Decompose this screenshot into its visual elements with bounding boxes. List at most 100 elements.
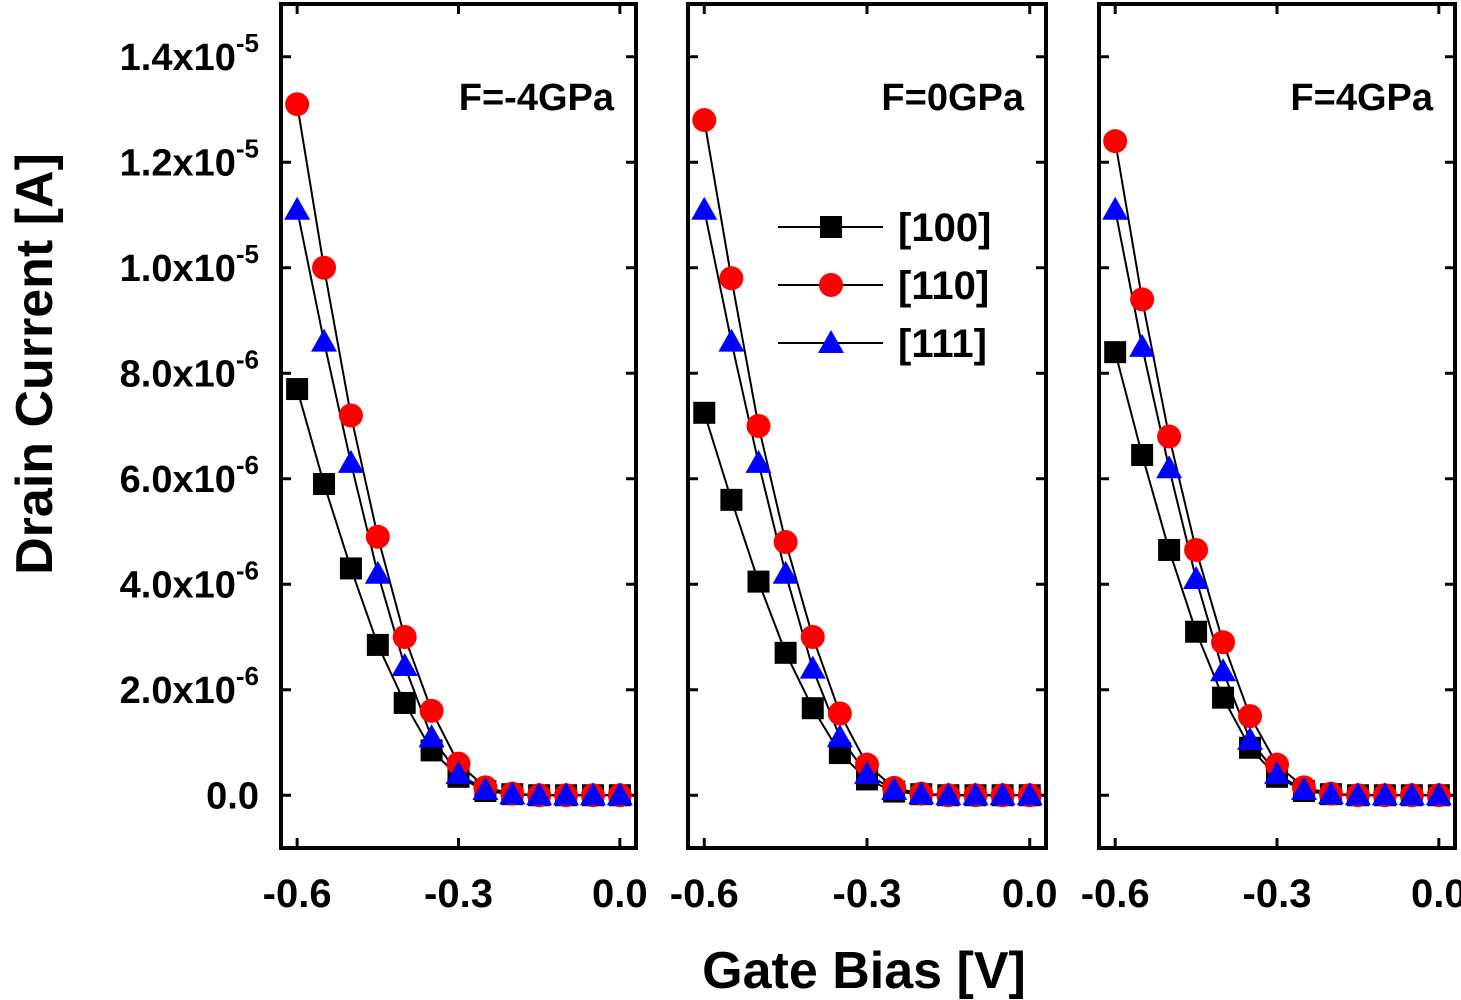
y-tick-label: 1.0x10-5 bbox=[120, 239, 259, 290]
data-point-111 bbox=[391, 653, 418, 677]
data-point-111 bbox=[1398, 782, 1425, 806]
data-point-111 bbox=[418, 724, 445, 748]
x-tick-label: -0.6 bbox=[1081, 872, 1150, 916]
data-point-111 bbox=[772, 560, 799, 584]
x-tick-label: -0.3 bbox=[833, 872, 902, 916]
data-point-111 bbox=[1237, 726, 1264, 750]
series-100-points bbox=[286, 378, 631, 807]
data-point-111 bbox=[553, 782, 580, 806]
data-point-100 bbox=[1185, 620, 1208, 643]
data-point-111 bbox=[691, 196, 718, 220]
series-111-points bbox=[284, 196, 633, 806]
data-point-100 bbox=[747, 570, 770, 593]
data-point-110 bbox=[746, 414, 771, 438]
y-tick-label: 2.0x10-6 bbox=[120, 661, 259, 712]
data-point-100 bbox=[313, 473, 336, 496]
x-tick-label: -0.3 bbox=[424, 872, 493, 916]
data-point-110 bbox=[1157, 424, 1182, 449]
series-100-points bbox=[693, 401, 1041, 807]
data-point-110 bbox=[285, 92, 310, 117]
data-point-111 bbox=[337, 449, 364, 473]
data-point-111 bbox=[1156, 455, 1183, 479]
panels: 0.0 2.0x10-6 4.0x10-6 6.0x10-6 8.0x10-6 1.0x1… bbox=[120, 2, 1461, 916]
y-tick-label: 1.4x10-5 bbox=[120, 28, 259, 79]
panel-frame bbox=[686, 2, 1048, 850]
data-point-100 bbox=[1131, 444, 1154, 467]
legend-marker-111 bbox=[818, 330, 844, 353]
data-point-111 bbox=[1344, 782, 1371, 806]
data-point-111 bbox=[908, 781, 935, 805]
data-point-100 bbox=[1158, 538, 1181, 561]
data-point-111 bbox=[1371, 782, 1398, 806]
data-point-110 bbox=[338, 403, 363, 428]
data-point-111 bbox=[1016, 782, 1043, 806]
data-point-100 bbox=[774, 641, 797, 664]
panel-3: -0.6 -0.3 0.0 F=4GPa bbox=[1081, 2, 1461, 916]
y-tick-label: 1.2x10-5 bbox=[120, 133, 259, 184]
data-point-100 bbox=[801, 697, 824, 720]
data-point-110 bbox=[1130, 287, 1155, 312]
data-point-110 bbox=[1103, 129, 1128, 154]
data-point-100 bbox=[720, 488, 743, 511]
data-point-111 bbox=[364, 560, 391, 584]
panel-annotation: F=-4GPa bbox=[459, 77, 615, 119]
data-point-111 bbox=[989, 782, 1016, 806]
data-point-111 bbox=[826, 724, 853, 748]
data-point-111 bbox=[1210, 658, 1237, 682]
series-line-111 bbox=[1114, 209, 1439, 797]
y-axis-label: Drain Current [A] bbox=[6, 153, 64, 575]
legend-marker-100 bbox=[820, 216, 842, 238]
x-tick-label: -0.6 bbox=[670, 872, 739, 916]
panel-frame bbox=[1097, 2, 1457, 850]
legend: [100] [110] [111] bbox=[778, 206, 991, 366]
data-point-110 bbox=[827, 701, 852, 726]
y-tick-label: 4.0x10-6 bbox=[120, 555, 259, 606]
data-point-110 bbox=[365, 524, 390, 549]
y-tick-label: 0.0 bbox=[206, 775, 259, 817]
data-point-100 bbox=[828, 742, 851, 765]
legend-label-110: [110] bbox=[898, 264, 989, 308]
data-point-111 bbox=[1264, 761, 1290, 785]
series-line-110 bbox=[296, 104, 620, 797]
series-111-points bbox=[1102, 196, 1452, 806]
x-axis-label: Gate Bias [V] bbox=[702, 942, 1026, 1000]
data-point-111 bbox=[1129, 333, 1156, 357]
series-line-100 bbox=[296, 388, 620, 797]
panel-1: 0.0 2.0x10-6 4.0x10-6 6.0x10-6 8.0x10-6 1.0x1… bbox=[120, 2, 648, 916]
legend-marker-110 bbox=[819, 273, 843, 297]
data-point-110 bbox=[312, 255, 337, 280]
data-point-111 bbox=[1183, 565, 1210, 589]
data-point-111 bbox=[962, 782, 989, 806]
data-point-111 bbox=[718, 328, 745, 352]
panel-frame bbox=[279, 2, 638, 850]
data-point-110 bbox=[1184, 537, 1209, 562]
data-point-111 bbox=[499, 781, 526, 805]
data-point-111 bbox=[745, 449, 772, 473]
data-point-110 bbox=[419, 698, 444, 723]
panel-annotation: F=0GPa bbox=[881, 77, 1024, 119]
data-point-111 bbox=[526, 782, 553, 806]
series-110-points bbox=[1103, 129, 1451, 808]
data-point-111 bbox=[606, 782, 633, 806]
x-tick-label: -0.6 bbox=[263, 872, 332, 916]
data-point-111 bbox=[1290, 776, 1317, 800]
x-tick-label: 0.0 bbox=[1002, 872, 1058, 916]
series-110-points bbox=[285, 92, 632, 808]
data-point-111 bbox=[445, 761, 472, 785]
data-point-111 bbox=[1317, 781, 1344, 805]
series-line-111 bbox=[296, 209, 620, 797]
y-tick-label: 6.0x10-6 bbox=[120, 450, 259, 501]
panel-annotation: F=4GPa bbox=[1290, 77, 1433, 119]
data-point-100 bbox=[1104, 341, 1127, 364]
data-point-110 bbox=[1238, 704, 1263, 729]
series-line-100 bbox=[1114, 351, 1439, 797]
data-point-100 bbox=[366, 633, 389, 656]
data-point-111 bbox=[881, 776, 908, 800]
legend-label-100: [100] bbox=[898, 206, 991, 250]
data-point-110 bbox=[800, 625, 825, 649]
data-point-110 bbox=[692, 108, 717, 133]
x-tick-label: -0.3 bbox=[1243, 872, 1312, 916]
data-point-111 bbox=[935, 782, 962, 806]
data-point-111 bbox=[284, 196, 311, 220]
